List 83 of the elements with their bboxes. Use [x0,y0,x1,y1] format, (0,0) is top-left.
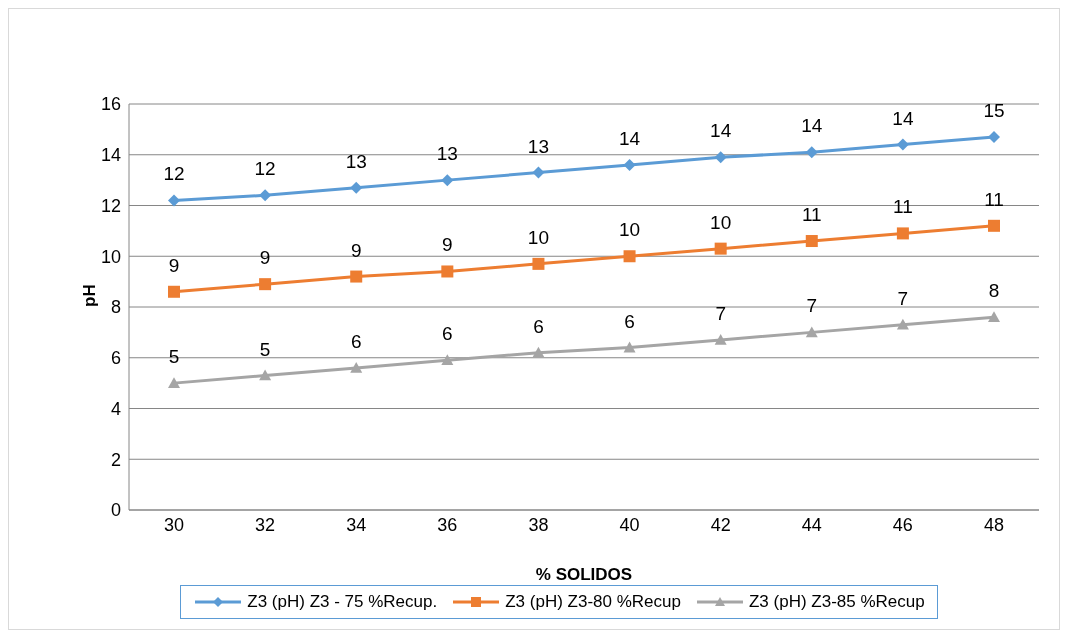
point [714,333,727,345]
data-label: 9 [259,247,271,269]
data-label: 14 [801,115,823,137]
data-label: 11 [984,188,1004,210]
y-tick-label: 14 [100,145,121,166]
x-tick-label: 34 [346,514,367,535]
data-label: 9 [168,254,180,276]
point [623,250,636,263]
point [896,138,909,151]
y-tick-label: 6 [110,348,121,369]
point [988,130,1000,143]
point [714,242,727,255]
point [441,354,454,366]
x-tick-label: 42 [710,514,731,535]
data-label: 12 [254,158,276,180]
point [168,377,180,388]
point [259,189,272,202]
point [532,257,545,270]
point [259,278,272,291]
data-label: 7 [715,302,726,324]
data-label: 6 [533,315,544,337]
y-axis-title: pH [80,284,100,307]
point [259,369,272,381]
data-label: 6 [624,310,635,332]
x-tick-label: 40 [619,514,640,535]
x-tick-label: 30 [163,514,185,535]
data-label: 15 [983,99,1005,121]
point [441,265,454,278]
point [988,311,1000,322]
point [168,194,180,207]
x-tick-label: 48 [983,514,1005,535]
x-tick-label: 32 [255,514,276,535]
point [988,219,1000,232]
data-label: 14 [892,107,914,129]
point [623,158,636,171]
data-label: 5 [259,338,271,360]
data-label: 11 [893,196,913,218]
data-label: 14 [618,127,641,149]
data-label: 14 [710,120,732,142]
y-tick-label: 8 [110,297,121,318]
point [805,235,818,248]
point [441,174,454,187]
data-label: 13 [345,150,367,172]
y-tick-label: 16 [100,94,121,115]
legend-label: Z3 (pH) Z3-85 %Recup [747,592,925,612]
point [350,361,363,373]
y-tick-label: 0 [110,500,121,521]
data-label: 13 [436,143,458,165]
point [532,346,545,358]
data-label: 11 [801,204,822,226]
point [623,341,636,353]
point [805,326,818,338]
point [714,151,727,164]
data-label: 9 [442,234,453,256]
legend-label: Z3 (pH) Z3-80 %Recup [504,592,681,612]
point [350,181,363,194]
point [350,270,363,283]
point [168,285,180,298]
y-tick-label: 12 [100,195,121,216]
data-label: 7 [806,295,818,317]
x-tick-label: 44 [801,514,822,535]
point [896,318,909,330]
data-label: 9 [350,239,362,261]
x-tick-label: 46 [892,514,913,535]
data-label: 10 [618,219,641,241]
data-label: 6 [442,323,453,345]
y-tick-label: 10 [100,246,121,267]
data-label: 8 [988,280,1000,302]
y-tick-label: 2 [110,449,121,470]
y-tick-label: 4 [110,398,121,419]
legend-label: Z3 (pH) Z3 - 75 %Recup. [246,592,438,612]
data-label: 5 [168,346,180,368]
data-label: 13 [527,135,550,157]
x-tick-label: 36 [437,514,458,535]
data-label: 6 [350,330,362,352]
x-tick-label: 38 [528,514,549,535]
data-label: 10 [527,226,550,248]
data-label: 7 [897,287,909,309]
point [532,166,545,179]
point [896,227,909,240]
data-label: 10 [710,211,732,233]
data-label: 12 [163,163,185,185]
x-axis-title: % SOLIDOS [535,565,633,584]
